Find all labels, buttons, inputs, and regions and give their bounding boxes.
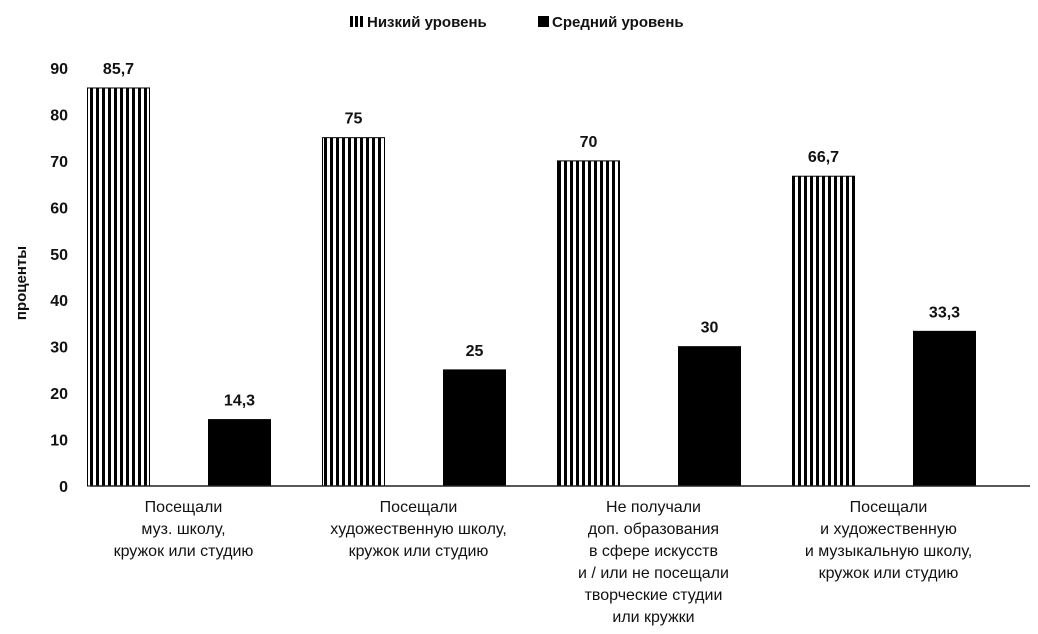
x-category-label-line: и / или не посещали [578,565,729,582]
data-label: 14,3 [224,393,255,410]
y-axis: 0 10 20 30 40 50 60 70 80 90 проценты [13,61,68,496]
y-tick-label: 0 [59,479,68,496]
legend-swatch-medium [538,16,549,27]
y-tick-label: 20 [50,386,68,403]
x-category-label-line: или кружки [612,609,694,626]
data-label: 33,3 [929,304,960,321]
y-tick-label: 90 [50,61,68,78]
legend-swatch-stripe [360,16,363,27]
legend-swatch-stripe [355,16,358,27]
x-category-label-line: муз. школу, [141,521,225,538]
legend-swatch-low [350,16,363,27]
x-category-label: Посещали и художественную и музыкальную шк… [805,499,972,582]
y-tick-label: 50 [50,247,68,264]
legend-label: Средний уровень [552,14,684,31]
x-category-label-line: Посещали [850,499,928,516]
y-tick-label: 10 [50,433,68,450]
data-label: 70 [580,134,598,151]
x-category-label-line: Посещали [380,499,458,516]
legend-label: Низкий уровень [367,14,487,31]
bar-low-level [87,87,150,487]
bar-low-level [322,137,385,487]
bar-medium-level [678,346,741,487]
x-category-label-line: доп. образования [588,521,719,538]
legend-swatch-stripe [350,16,353,27]
x-category-label-line: кружок или студию [819,565,959,582]
x-category-label-line: кружок или студию [349,543,489,560]
bar-low-level [557,160,620,487]
x-category-label-line: кружок или студию [114,543,254,560]
x-category-label-line: творческие студии [585,587,723,604]
data-label: 66,7 [808,149,839,166]
data-label: 85,7 [103,61,134,78]
bars: 85,7 14,3 75 25 70 30 66,7 33,3 [87,61,976,487]
bar-low-level [792,175,855,487]
x-category-label: Посещали муз. школу, кружок или студию [114,499,254,560]
legend: Низкий уровень Средний уровень [350,14,684,31]
x-category-label-line: в сфере искусств [589,543,718,560]
data-label: 25 [466,343,484,360]
x-category-label-line: Посещали [145,499,223,516]
x-category-label: Посещали художественную школу, кружок или … [330,499,507,560]
y-tick-label: 70 [50,154,68,171]
x-category-label-line: художественную школу, [330,521,507,538]
data-label: 30 [701,320,719,337]
x-category-label: Не получали доп. образования в сфере искус… [578,499,729,626]
x-category-label-line: и музыкальную школу, [805,543,972,560]
y-tick-label: 60 [50,200,68,217]
bar-medium-level [913,330,976,487]
data-label: 75 [345,111,363,128]
bar-medium-level [443,369,506,487]
x-category-label-line: Не получали [606,499,701,516]
y-axis-label: проценты [13,246,30,320]
x-category-label-line: и художественную [820,521,957,538]
bar-medium-level [208,419,271,487]
y-tick-label: 30 [50,340,68,357]
y-tick-label: 40 [50,293,68,310]
y-tick-label: 80 [50,107,68,124]
